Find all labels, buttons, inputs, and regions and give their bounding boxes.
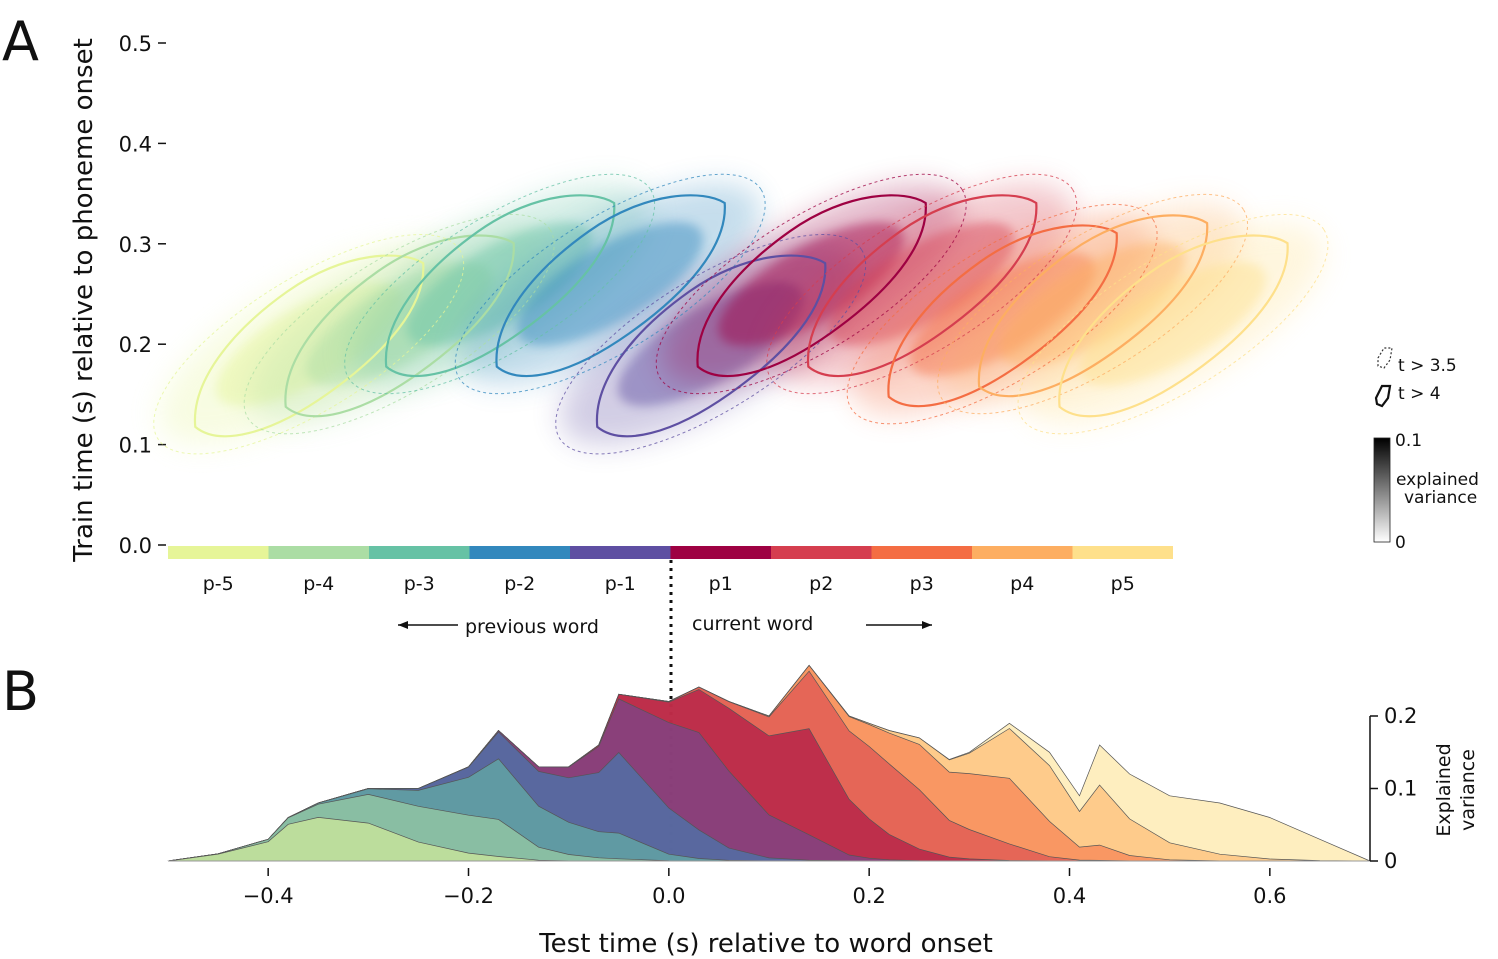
heatmap-blob-core-p2 [828,221,1015,346]
contour-p-1 [555,234,867,455]
contour-legend: t > 3.5 t > 4 [1374,347,1457,408]
heatmap-blob-p2 [771,183,1073,385]
panel-b-x-axis-title: Test time (s) relative to word onset [538,929,993,959]
panel-a-y-tick-label: 0.1 [119,434,152,458]
phoneme-bar-p3 [871,546,972,559]
phoneme-label-p-3: p-3 [404,573,435,595]
phoneme-bar-p5 [1072,546,1173,559]
previous-word-label: previous word [465,616,599,638]
panel-b-stacked-areas [167,664,1371,862]
phoneme-label-p3: p3 [910,573,934,595]
dashed-contour-icon [1377,347,1393,369]
panel-b-y-tick-label: 0.2 [1384,704,1417,728]
colorbar-gradient [1373,437,1391,543]
panel-b-x-tick-label: −0.2 [443,884,494,908]
heatmap-blob-core-p5 [1080,262,1266,387]
phoneme-label-p2: p2 [809,573,833,595]
contour-t4-p-1 [595,254,827,438]
panel-b-y-axis: 0 0.1 0.2 [1369,704,1417,873]
heatmap-blob-p5 [1022,223,1324,425]
panel-a-letter: A [2,10,39,73]
legend-solid-label: t > 4 [1398,384,1441,404]
colorbar-label-2: variance [1404,488,1477,508]
panel-b-y-title-1: Explained [1433,743,1455,836]
phoneme-bar-p-5 [168,546,269,559]
heatmap-blob-p-2 [459,183,761,385]
panel-b-x-tick-label: 0.6 [1253,884,1286,908]
phoneme-labels: p-5 p-4 p-3 p-2 p-1 p1 p2 p3 p4 p5 [203,573,1135,595]
contour-t35-p-2 [454,173,766,395]
solid-contour-icon [1374,384,1392,408]
phoneme-bar-p1 [670,546,771,559]
panel-a-y-tick-label: 0.2 [119,333,152,357]
contour-t4-p5 [1058,234,1289,418]
phoneme-label-p4: p4 [1010,573,1034,595]
contour-t35-p-5 [153,234,465,455]
contour-t4-p3 [887,224,1118,408]
phoneme-bar-p2 [771,546,872,559]
phoneme-bar-p4 [972,546,1073,559]
phoneme-label-p5: p5 [1111,573,1135,595]
panel-a-y-tick-label: 0.3 [119,233,152,257]
phoneme-bar-p-2 [469,546,570,559]
panel-b-x-tick-label: 0.4 [1053,884,1086,908]
contour-t4-p4 [977,214,1209,398]
contour-p-2 [454,173,766,395]
phoneme-label-p-1: p-1 [605,573,636,595]
panel-a-y-tick-label: 0.4 [119,132,152,156]
colorbar-max: 0.1 [1395,431,1422,451]
contour-t4-p-5 [193,254,425,438]
colorbar-label-1: explained [1396,470,1479,490]
previous-word-arrow: previous word [398,616,599,638]
phoneme-bar-p-4 [268,546,369,559]
panel-a-y-ticks: 0.0 0.1 0.2 0.3 0.4 0.5 [119,32,166,558]
phoneme-label-p1: p1 [709,573,733,595]
phoneme-color-bar [168,546,1173,559]
panel-b-x-ticks: −0.4 −0.2 0.0 0.2 0.4 0.6 [243,868,1287,908]
heatmap-blob-core-p-2 [517,221,704,346]
contour-t35-p-1 [555,234,867,455]
panel-b-x-tick-label: 0.2 [852,884,885,908]
phoneme-label-p-4: p-4 [303,573,334,595]
contour-t4-p-4 [284,234,515,418]
phoneme-bar-p-3 [369,546,470,559]
panel-b-x-tick-label: −0.4 [243,884,294,908]
colorbar-min: 0 [1395,533,1406,553]
contour-t4-p1 [696,194,927,378]
phoneme-label-p-5: p-5 [203,573,234,595]
panel-a-contours [153,173,1329,455]
contour-t4-p-3 [384,194,616,378]
panel-b-y-title-2: variance [1457,749,1479,831]
panel-b-x-tick-label: 0.0 [652,884,685,908]
panel-a-y-axis-title: Train time (s) relative to phoneme onset [69,38,99,563]
phoneme-bar-p-1 [570,546,671,559]
legend-dashed-label: t > 3.5 [1398,356,1457,376]
current-word-arrow: current word [692,613,932,635]
panel-b-y-tick-label: 0 [1384,849,1397,873]
current-word-label: current word [692,613,813,635]
contour-p1 [655,173,967,395]
colorbar: 0.1 explained variance 0 [1373,431,1479,553]
phoneme-label-p-2: p-2 [504,573,535,595]
panel-a-heatmap [158,183,1324,445]
contour-p-5 [153,234,465,455]
panel-b-y-tick-label: 0.1 [1384,777,1417,801]
panel-a-y-tick-label: 0.5 [119,32,152,56]
contour-t4-p-2 [495,194,726,378]
panel-a-y-tick-label: 0.0 [119,534,152,558]
panel-b-letter: B [2,660,39,723]
contour-t35-p1 [655,173,967,395]
